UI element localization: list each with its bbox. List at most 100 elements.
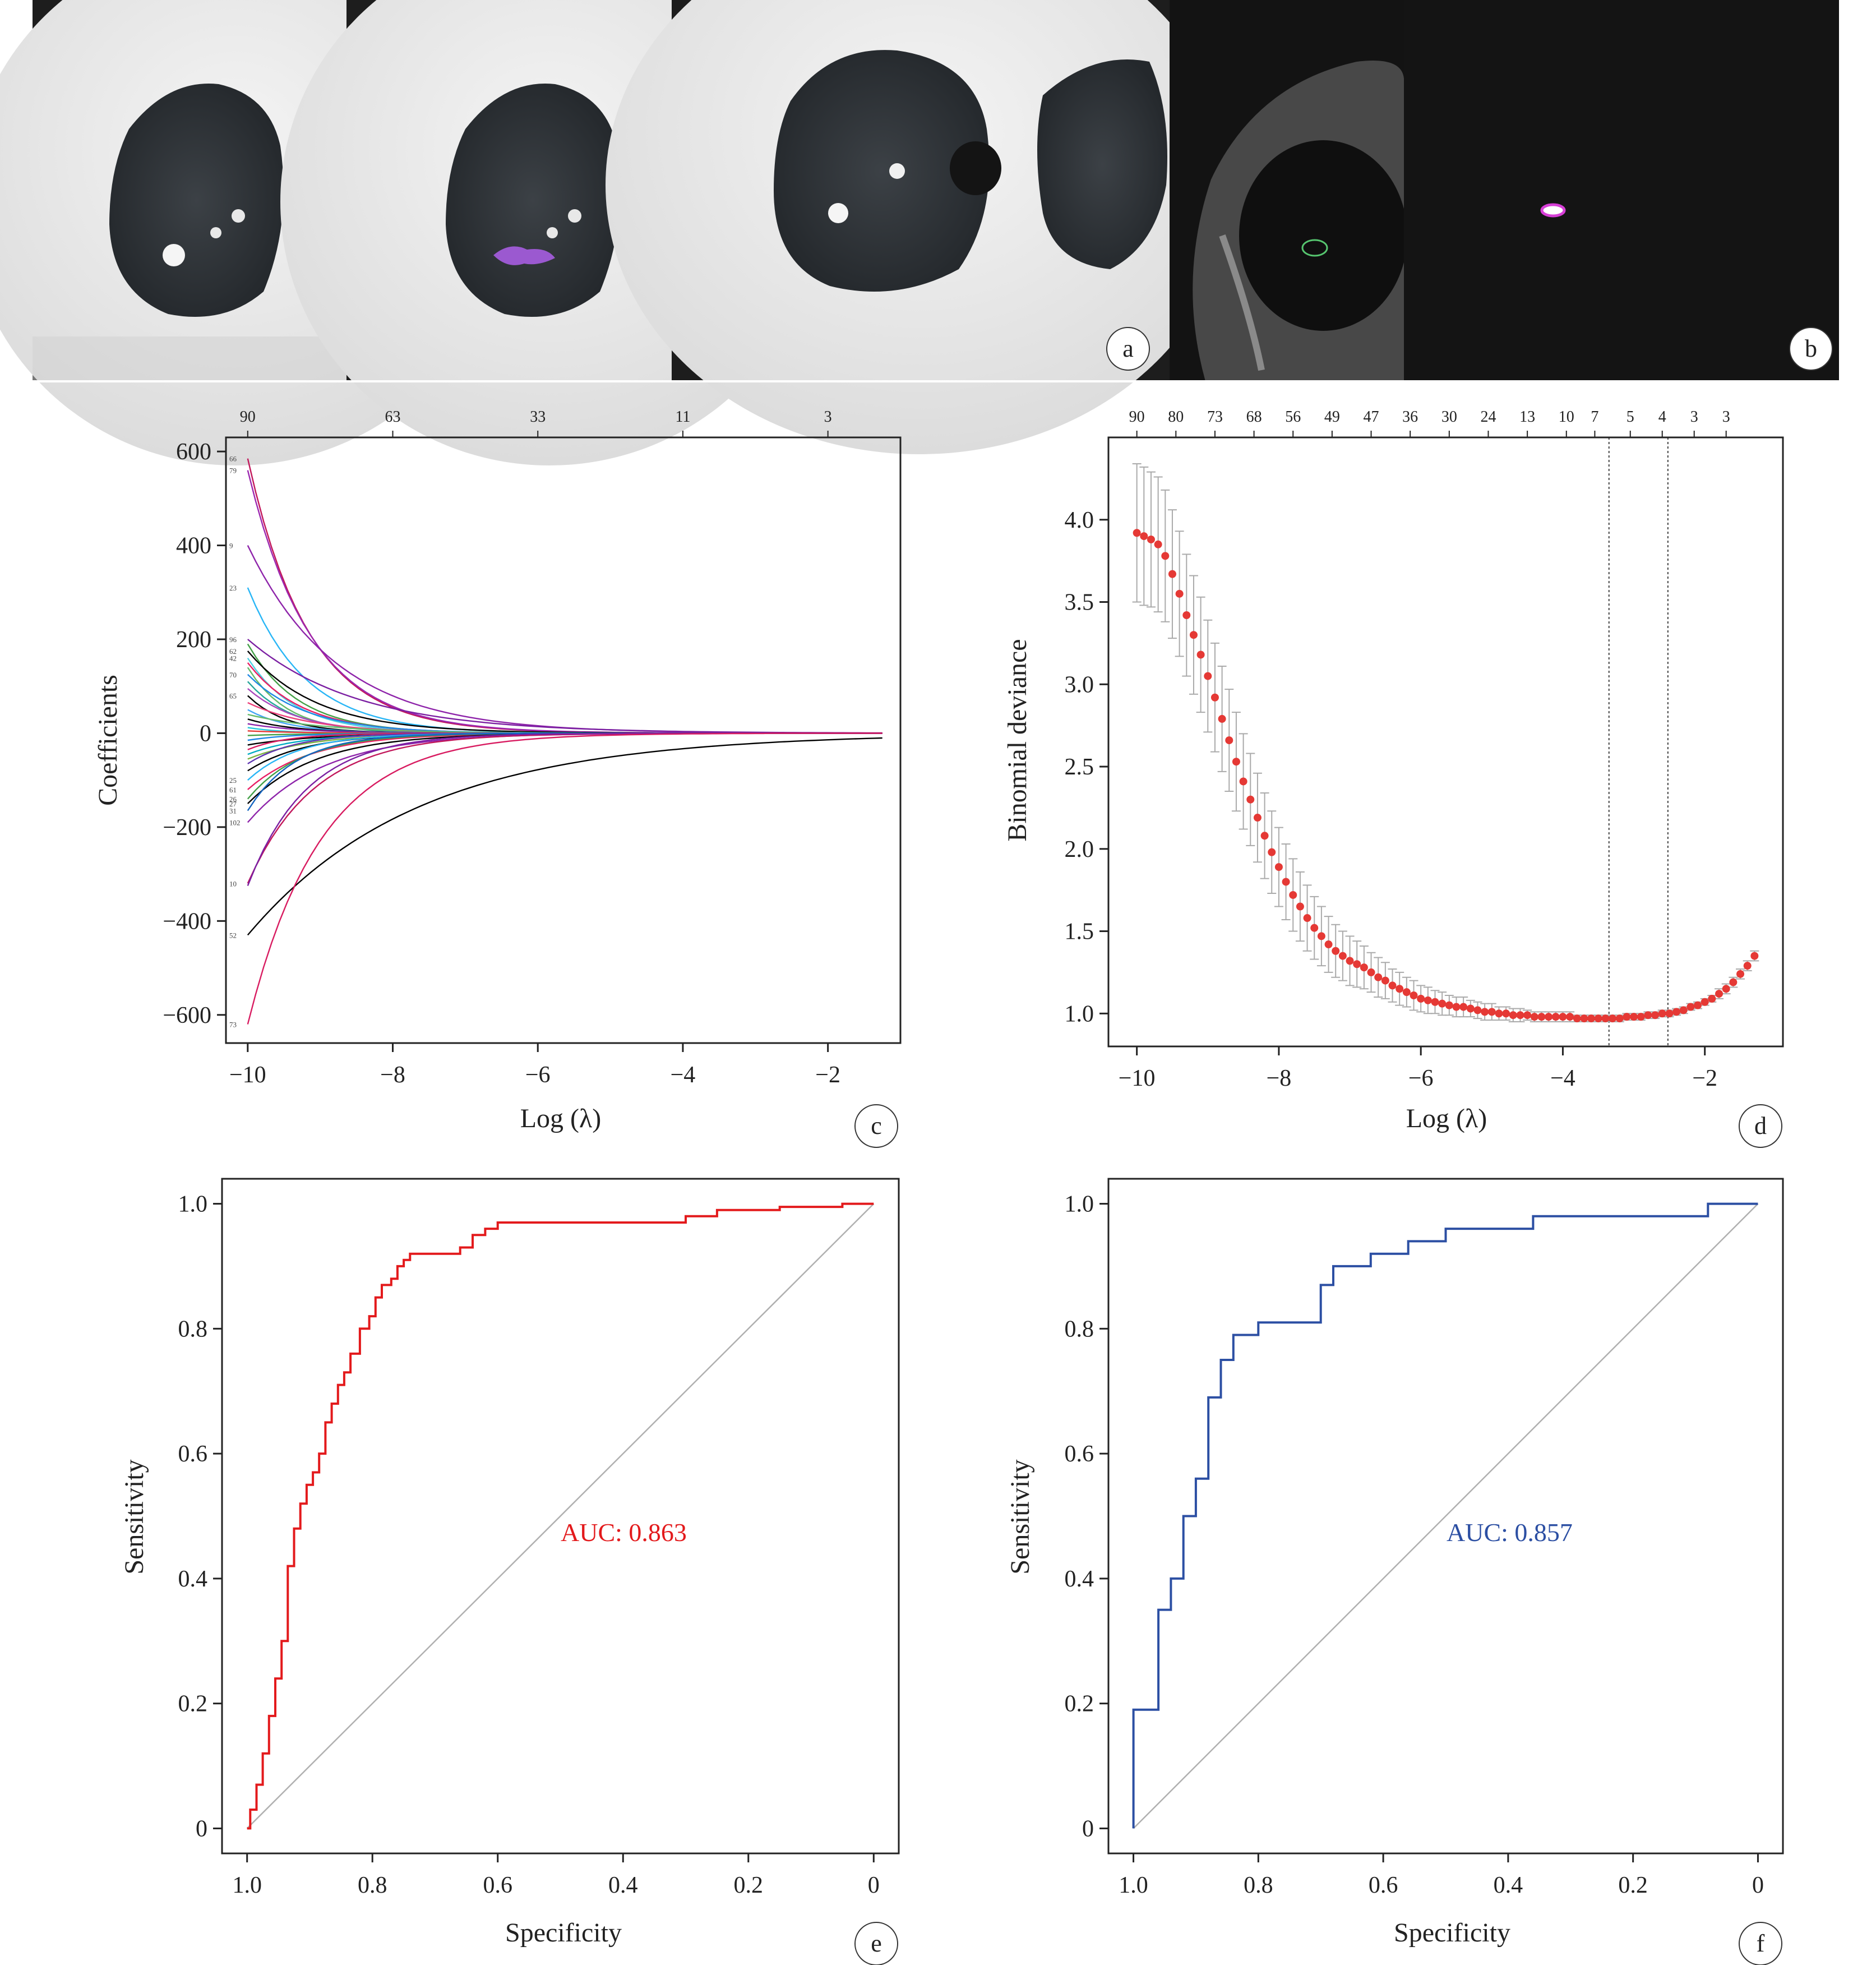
x-tick-label: −2 [1692, 1065, 1717, 1091]
y-tick-label: 0.8 [178, 1316, 208, 1342]
deviance-point [1175, 589, 1184, 598]
chart-binomial-deviance: −10 −8 −6 −4 −2 1.01.52.02.53.03.54.0 90 80 73… [1002, 408, 1784, 1148]
x-axis-ticks: 1.0 0.8 0.6 0.4 0.2 0 [232, 1853, 880, 1898]
top-tick-label: 90 [240, 408, 256, 426]
coefficient-path-label: 10 [229, 879, 237, 888]
x-axis-label: Specificity [1394, 1918, 1510, 1948]
deviance-point [1722, 985, 1730, 993]
deviance-point [1182, 611, 1191, 619]
top-tick-label: 56 [1285, 408, 1301, 426]
deviance-point [1431, 998, 1439, 1006]
x-tick-label: −6 [1408, 1065, 1434, 1091]
top-tick-label: 80 [1168, 408, 1184, 426]
x-tick-label: 0.8 [1244, 1872, 1273, 1898]
x-tick-label: 0 [868, 1872, 880, 1898]
x-axis-label: Specificity [505, 1918, 622, 1948]
top-tick-label: 33 [530, 408, 546, 426]
y-tick-label: 0 [1082, 1816, 1094, 1842]
y-axis-label: Sensitivity [1005, 1459, 1035, 1574]
coefficient-path-label: 31 [229, 807, 237, 815]
plot-frame [221, 1178, 900, 1855]
panel-label-c: c [854, 1104, 898, 1148]
coefficient-path-label: 65 [229, 691, 237, 700]
y-tick-label: 4.0 [1065, 508, 1094, 533]
y-tick-label: −600 [163, 1003, 211, 1028]
deviance-point [1559, 1013, 1567, 1021]
deviance-point [1630, 1013, 1638, 1021]
y-axis-ticks: 600 400 200 0 −200 −400 −600 [163, 439, 226, 1028]
y-tick-label: 3.0 [1065, 672, 1094, 698]
top-tick-label: 5 [1627, 408, 1634, 426]
deviance-point [1495, 1009, 1503, 1018]
coefficient-path [247, 732, 882, 884]
ct-image-panel-a: a b [0, 0, 1839, 465]
deviance-point [1232, 758, 1240, 766]
deviance-point [1487, 1008, 1496, 1016]
deviance-point [1268, 848, 1276, 856]
x-axis-ticks: −10 −8 −6 −4 −2 [1119, 1046, 1717, 1091]
top-tick-label: 3 [1690, 408, 1698, 426]
deviance-point [1651, 1011, 1660, 1020]
deviance-point [1133, 529, 1141, 537]
deviance-point [1324, 940, 1333, 949]
coefficient-path-label: 61 [229, 786, 237, 794]
coefficient-path-label: 62 [229, 647, 237, 656]
deviance-point [1147, 535, 1155, 543]
top-tick-label: 4 [1658, 408, 1666, 426]
deviance-point [1452, 1003, 1461, 1011]
chance-diagonal [1133, 1203, 1759, 1829]
deviance-point [1601, 1014, 1610, 1023]
y-tick-label: 0.6 [178, 1441, 208, 1467]
x-axis-label: Log (λ) [1406, 1104, 1487, 1133]
deviance-point [1239, 777, 1247, 786]
coefficient-path-label: 25 [229, 776, 237, 785]
deviance-point [1672, 1008, 1681, 1016]
deviance-point [1545, 1013, 1553, 1021]
ct-slice-4-contour [1170, 0, 1407, 382]
svg-text:a: a [1122, 335, 1134, 362]
deviance-point [1282, 878, 1290, 886]
coefficient-path [247, 732, 882, 823]
panel-label-e: e [854, 1922, 898, 1965]
coefficient-path [247, 732, 882, 781]
y-tick-label: 0.6 [1065, 1441, 1094, 1467]
top-tick-label: 90 [1129, 408, 1145, 426]
reference-diagonal [246, 1203, 875, 1829]
top-tick-label: 30 [1441, 408, 1457, 426]
coefficient-path-label: 66 [229, 455, 237, 463]
top-tick-label: 3 [824, 408, 832, 426]
roc-curve [247, 1202, 874, 1830]
coefficient-path-label: 23 [229, 584, 237, 592]
deviance-point [1367, 968, 1375, 976]
deviance-point [1381, 976, 1389, 985]
top-tick-label: 13 [1519, 408, 1535, 426]
plot-frame [225, 436, 902, 1044]
roc-curve [1132, 1202, 1758, 1829]
deviance-point [1609, 1014, 1617, 1023]
deviance-point [1580, 1014, 1588, 1023]
deviance-point [1402, 988, 1411, 997]
svg-text:b: b [1805, 335, 1817, 362]
y-tick-label: 0 [200, 721, 211, 746]
deviance-point [1481, 1008, 1489, 1016]
x-tick-label: 1.0 [1119, 1872, 1148, 1898]
deviance-point [1551, 1013, 1560, 1021]
ct-mask-panel-b [1404, 0, 1839, 382]
x-tick-label: −4 [1550, 1065, 1575, 1091]
top-tick-label: 3 [1722, 408, 1730, 426]
x-axis-ticks: −10 −8 −6 −4 −2 [229, 1043, 840, 1088]
deviance-point [1445, 1001, 1453, 1009]
coefficient-path-label: 9 [229, 542, 233, 550]
chart-roc-validation: 1.0 0.8 0.6 0.4 0.2 0 0 0.2 0.4 0.6 0.8 1.0 AUC: 0… [1005, 1178, 1784, 1965]
x-tick-label: 0 [1752, 1872, 1764, 1898]
x-tick-label: 0.4 [608, 1872, 638, 1898]
deviance-point [1410, 991, 1418, 1000]
y-tick-label: 1.0 [1065, 1001, 1094, 1027]
auc-annotation: AUC: 0.857 [1447, 1518, 1573, 1547]
deviance-point [1743, 962, 1752, 970]
deviance-point [1310, 924, 1319, 932]
deviance-point [1196, 651, 1205, 659]
deviance-point [1317, 932, 1325, 940]
top-tick-label: 63 [385, 408, 401, 426]
deviance-point [1189, 631, 1198, 639]
